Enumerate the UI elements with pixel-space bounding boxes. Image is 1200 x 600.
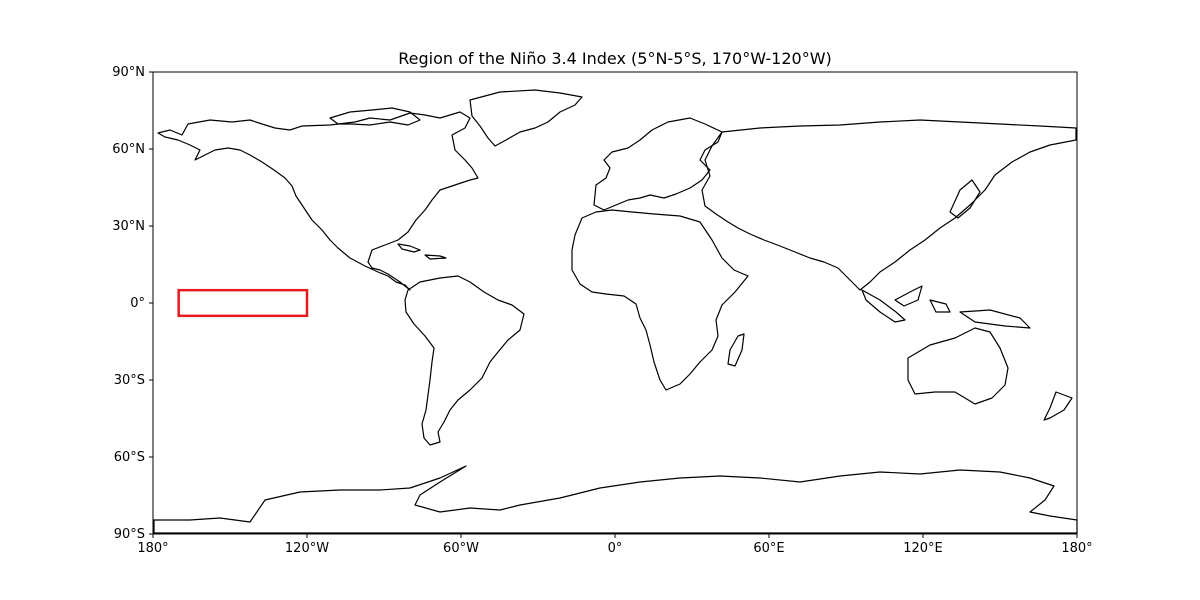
map-title: Region of the Niño 3.4 Index (5°N-5°S, 1… — [398, 49, 832, 68]
y-tick-label: 30°N — [112, 219, 145, 234]
coastline-south-america — [404, 275, 525, 446]
coastline-north-america — [157, 111, 479, 291]
y-tick-label: 0° — [130, 296, 145, 311]
y-tick-label: 90°N — [112, 65, 145, 80]
x-tick-label: 60°W — [443, 541, 479, 556]
nino34-region-box — [177, 288, 309, 318]
x-tick-label: 180° — [1061, 541, 1092, 556]
coastline-se-asia-islands — [861, 285, 1031, 329]
coastline-arctic-islands — [329, 107, 421, 126]
coastline-caribbean — [397, 243, 447, 260]
y-axis-ticks: 90°N 60°N 30°N 0° 30°S 60°S 90°S — [112, 65, 153, 542]
coastline-australia — [907, 327, 1009, 405]
coastline-europe — [593, 117, 723, 211]
coastlines — [153, 89, 1078, 534]
coastline-greenland — [469, 89, 583, 147]
coastline-asia — [701, 119, 1077, 291]
y-tick-label: 60°N — [112, 142, 145, 157]
y-tick-label: 90°S — [114, 527, 145, 542]
y-tick-label: 60°S — [114, 450, 145, 465]
coastline-new-zealand — [1043, 391, 1073, 421]
coastline-africa — [571, 209, 749, 391]
x-tick-label: 120°W — [285, 541, 329, 556]
x-tick-label: 180° — [137, 541, 168, 556]
x-tick-label: 0° — [608, 541, 623, 556]
map-area — [152, 71, 1078, 535]
x-axis-ticks: 180° 120°W 60°W 0° 60°E 120°E 180° — [137, 534, 1093, 556]
coastline-madagascar — [727, 333, 745, 367]
x-tick-label: 120°E — [903, 541, 943, 556]
coastline-antarctica — [153, 465, 1078, 534]
coastline-japan — [949, 179, 981, 219]
x-tick-label: 60°E — [753, 541, 784, 556]
map-frame — [152, 71, 1078, 535]
y-tick-label: 30°S — [114, 373, 145, 388]
